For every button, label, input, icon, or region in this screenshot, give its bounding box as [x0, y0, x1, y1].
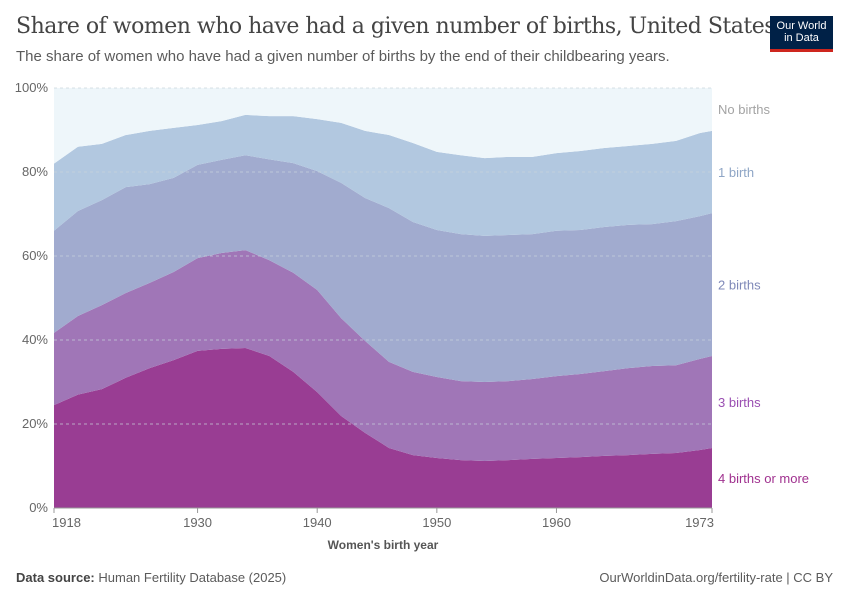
footer-link[interactable]: OurWorldinData.org/fertility-rate | CC B… — [599, 570, 833, 585]
x-tick-label: 1950 — [422, 515, 451, 530]
area-2-births — [54, 155, 712, 382]
chart-title: Share of women who have had a given numb… — [16, 14, 776, 39]
owid-logo[interactable]: Our World in Data — [770, 16, 833, 52]
area-1-birth — [54, 114, 712, 236]
y-tick-label: 40% — [22, 332, 48, 347]
logo-line-1: Our World — [776, 20, 827, 32]
x-axis-label: Women's birth year — [328, 538, 439, 552]
legend-label: No births — [718, 102, 771, 117]
x-tick-label: 1930 — [183, 515, 212, 530]
area-no-births — [54, 88, 712, 164]
y-tick-label: 100% — [15, 80, 49, 95]
y-tick-label: 0% — [29, 500, 48, 515]
area-3-births — [54, 250, 712, 461]
data-source: Data source: Human Fertility Database (2… — [16, 570, 286, 585]
legend-label: 1 birth — [718, 165, 754, 180]
y-tick-label: 60% — [22, 248, 48, 263]
chart-subtitle: The share of women who have had a given … — [16, 48, 670, 65]
legend-label: 2 births — [718, 278, 761, 293]
x-tick-label: 1973 — [685, 515, 714, 530]
logo-line-2: in Data — [784, 32, 819, 44]
area-4-births-or-more — [54, 347, 712, 508]
source-label: Data source: — [16, 570, 95, 585]
source-text[interactable]: Human Fertility Database (2025) — [98, 570, 287, 585]
y-tick-label: 80% — [22, 164, 48, 179]
legend-label: 4 births or more — [718, 471, 809, 486]
legend-label: 3 births — [718, 395, 761, 410]
x-tick-label: 1918 — [52, 515, 81, 530]
x-tick-label: 1960 — [542, 515, 571, 530]
y-tick-label: 20% — [22, 416, 48, 431]
x-tick-label: 1940 — [303, 515, 332, 530]
